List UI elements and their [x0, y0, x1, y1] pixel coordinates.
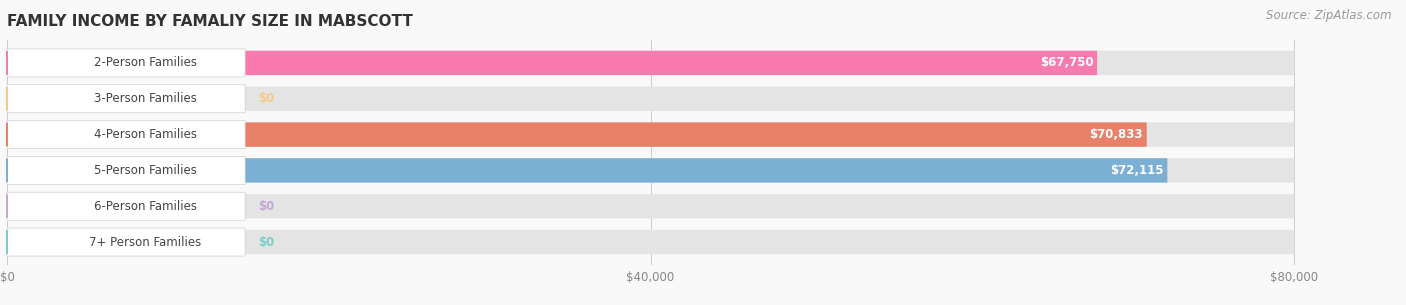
FancyBboxPatch shape: [7, 122, 1147, 147]
Text: $0: $0: [259, 92, 274, 105]
FancyBboxPatch shape: [7, 51, 1097, 75]
Text: $72,115: $72,115: [1109, 164, 1164, 177]
Text: 6-Person Families: 6-Person Families: [94, 200, 197, 213]
Text: $0: $0: [259, 200, 274, 213]
FancyBboxPatch shape: [7, 122, 1294, 147]
Text: 7+ Person Families: 7+ Person Families: [89, 235, 201, 249]
FancyBboxPatch shape: [7, 158, 1294, 183]
FancyBboxPatch shape: [7, 49, 245, 77]
FancyBboxPatch shape: [7, 228, 245, 256]
FancyBboxPatch shape: [7, 120, 245, 149]
Text: $67,750: $67,750: [1039, 56, 1094, 70]
FancyBboxPatch shape: [7, 194, 1294, 218]
Text: Source: ZipAtlas.com: Source: ZipAtlas.com: [1267, 9, 1392, 22]
FancyBboxPatch shape: [7, 156, 245, 185]
FancyBboxPatch shape: [7, 192, 245, 220]
Text: 5-Person Families: 5-Person Families: [94, 164, 197, 177]
FancyBboxPatch shape: [7, 230, 1294, 254]
Text: $0: $0: [259, 235, 274, 249]
Text: 2-Person Families: 2-Person Families: [94, 56, 197, 70]
Text: 4-Person Families: 4-Person Families: [94, 128, 197, 141]
Text: 3-Person Families: 3-Person Families: [94, 92, 197, 105]
FancyBboxPatch shape: [7, 158, 1167, 183]
Text: $70,833: $70,833: [1090, 128, 1143, 141]
FancyBboxPatch shape: [7, 51, 1294, 75]
FancyBboxPatch shape: [7, 85, 245, 113]
Text: FAMILY INCOME BY FAMALIY SIZE IN MABSCOTT: FAMILY INCOME BY FAMALIY SIZE IN MABSCOT…: [7, 14, 413, 29]
FancyBboxPatch shape: [7, 87, 1294, 111]
